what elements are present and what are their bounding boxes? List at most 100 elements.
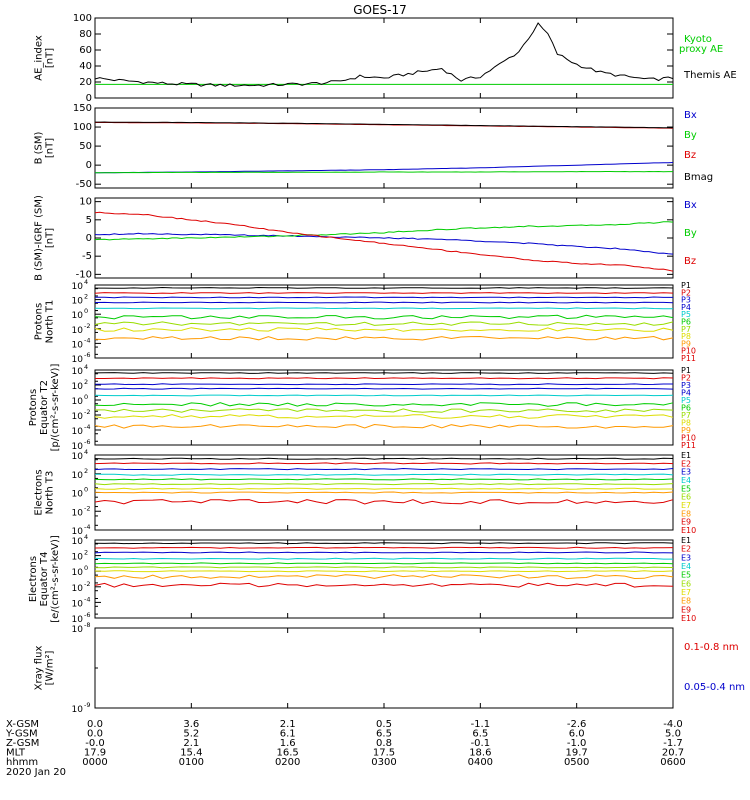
legend-entry: Bx	[684, 200, 697, 211]
footer-value: 3.6	[183, 719, 199, 730]
y-axis-label: [nT]	[45, 138, 56, 158]
y-tick-label: 10	[72, 705, 84, 715]
series-line-E2	[94, 546, 674, 549]
legend-entry: P2	[681, 374, 691, 383]
legend-entry: E9	[681, 518, 691, 527]
y-tick-exponent: -6	[84, 351, 90, 359]
y-tick-exponent: -2	[84, 580, 90, 588]
footer-row-label: Y-GSM	[5, 729, 38, 740]
series-line-P1	[95, 286, 674, 289]
y-tick-label: 10	[72, 442, 84, 452]
series-line-E7	[94, 570, 674, 573]
y-tick-label: 10	[72, 297, 84, 307]
legend-entry: E8	[681, 509, 691, 518]
footer-value: 6.0	[569, 729, 585, 740]
y-tick-label: 10	[72, 326, 84, 336]
footer-value: 2.1	[280, 719, 296, 730]
footer-value: -0.0	[85, 738, 105, 749]
series-line-E3	[94, 551, 674, 554]
y-tick-exponent: -2	[84, 408, 90, 416]
footer-row-label: MLT	[6, 748, 26, 759]
y-tick-exponent: 0	[84, 393, 88, 401]
legend-entry: E1	[681, 451, 691, 460]
legend-entry: Bz	[684, 256, 696, 267]
y-tick-label: 0	[86, 160, 92, 171]
footer-value: 0200	[275, 757, 300, 768]
panel-frame	[94, 107, 674, 189]
series-line-E4	[94, 473, 674, 476]
panel-bsm: -50 0 50 100 150 B (SM) [nT] Bx By Bz Bmag	[34, 103, 714, 190]
y-axis-label: B (SM)-IGRF (SM)	[34, 195, 45, 281]
series-line-P4	[94, 387, 674, 390]
legend-entry: By	[684, 130, 697, 141]
y-tick-label: 10	[72, 367, 84, 377]
y-tick-label: 40	[79, 61, 92, 72]
y-tick-exponent: 0	[84, 564, 88, 572]
y-tick-label: 10	[79, 197, 92, 208]
y-tick-label: 10	[72, 355, 84, 365]
series-line-By	[94, 221, 674, 241]
y-axis-label: Protons	[34, 303, 45, 340]
legend-entry: P6	[681, 404, 691, 413]
footer-value: 2.1	[183, 738, 199, 749]
series-line-P7	[95, 408, 674, 413]
legend-entry: E3	[681, 468, 691, 477]
legend-entry: P10	[681, 347, 696, 356]
legend-entry: Bz	[684, 150, 696, 161]
legend-entry: P10	[681, 434, 696, 443]
legend-bsm: Bx By Bz Bmag	[684, 110, 713, 183]
series-line-E5	[94, 562, 674, 565]
y-tick-label: 100	[73, 13, 92, 24]
y-tick-exponent: 0	[84, 307, 88, 315]
footer-value: -1.0	[567, 738, 587, 749]
footer-value: 6.5	[472, 729, 488, 740]
panel-frame	[94, 369, 674, 446]
series-line-P3	[95, 296, 673, 299]
y-tick-label: 10	[72, 471, 84, 481]
y-tick-label: 10	[72, 527, 84, 537]
y-axis-label: Protons	[28, 389, 39, 426]
footer-value: 0.5	[376, 719, 392, 730]
y-axis-label: Equator T2	[39, 380, 50, 435]
footer-row-label: hhmm	[6, 757, 38, 768]
series-line-E2	[94, 462, 674, 465]
footer-value: 17.9	[84, 748, 106, 759]
footer-value: 15.4	[180, 748, 202, 759]
legend-entry: P8	[681, 419, 691, 428]
y-axis-label: Electrons	[34, 469, 45, 515]
legend-entry: E4	[681, 476, 691, 485]
footer-value: -1.1	[471, 719, 491, 730]
y-tick-exponent: 4	[84, 448, 88, 456]
legend-entry: E2	[681, 545, 691, 554]
y-tick-label: 50	[79, 141, 92, 152]
y-tick-exponent: 2	[84, 378, 88, 386]
series-line-By	[94, 170, 673, 174]
y-tick-label: 10	[72, 584, 84, 594]
series-line-E6	[94, 482, 674, 486]
footer-value: 17.5	[373, 748, 395, 759]
plot-title: GOES-17	[353, 3, 407, 17]
y-tick-label: 80	[79, 29, 92, 40]
y-axis-label: AE_index	[34, 35, 45, 81]
footer-value: -4.0	[663, 719, 683, 730]
series-line-E9	[94, 499, 674, 505]
legend-entry: P11	[681, 441, 696, 450]
legend-entry: P3	[681, 381, 691, 390]
legend-entry: E1	[681, 536, 691, 545]
y-tick-exponent: -2	[84, 322, 90, 330]
series-line-P5	[94, 307, 674, 310]
y-tick-label: 10	[72, 599, 84, 609]
y-tick-label: 60	[79, 45, 92, 56]
legend-entry: E5	[681, 571, 691, 580]
series-line-E4	[94, 557, 673, 560]
series-line-P5	[94, 394, 674, 397]
footer-value: 0600	[660, 757, 685, 768]
y-tick-label: -10	[76, 269, 92, 280]
y-axis-label: [p/(cm²-s-sr-keV)]	[50, 364, 61, 452]
